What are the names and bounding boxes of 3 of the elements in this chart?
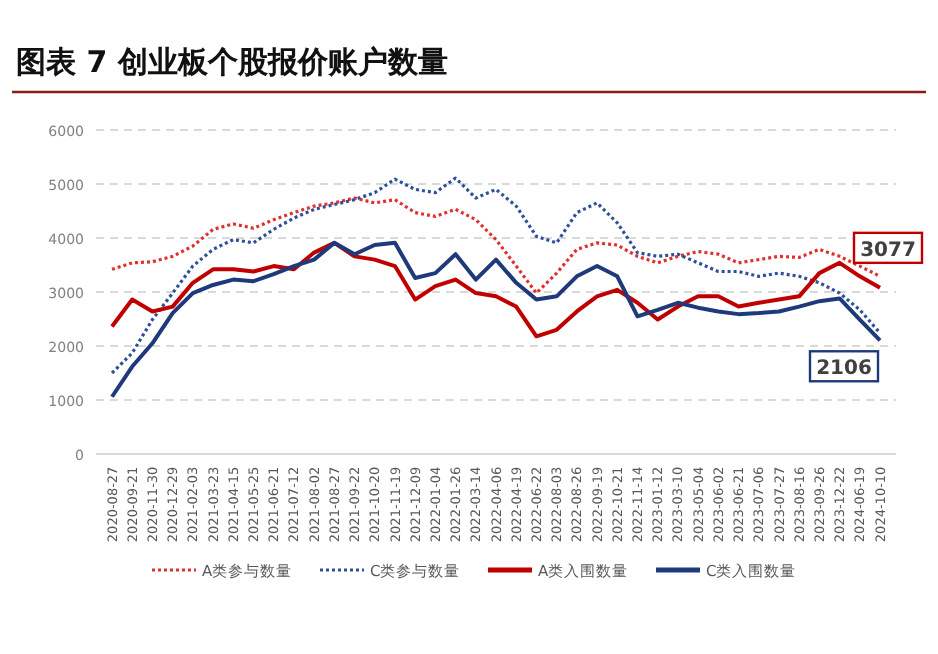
data-label: 2106 [816,358,872,381]
data-label: 3077 [860,239,916,262]
title: 图表 7 创业板个股报价账户数量 [16,44,448,80]
